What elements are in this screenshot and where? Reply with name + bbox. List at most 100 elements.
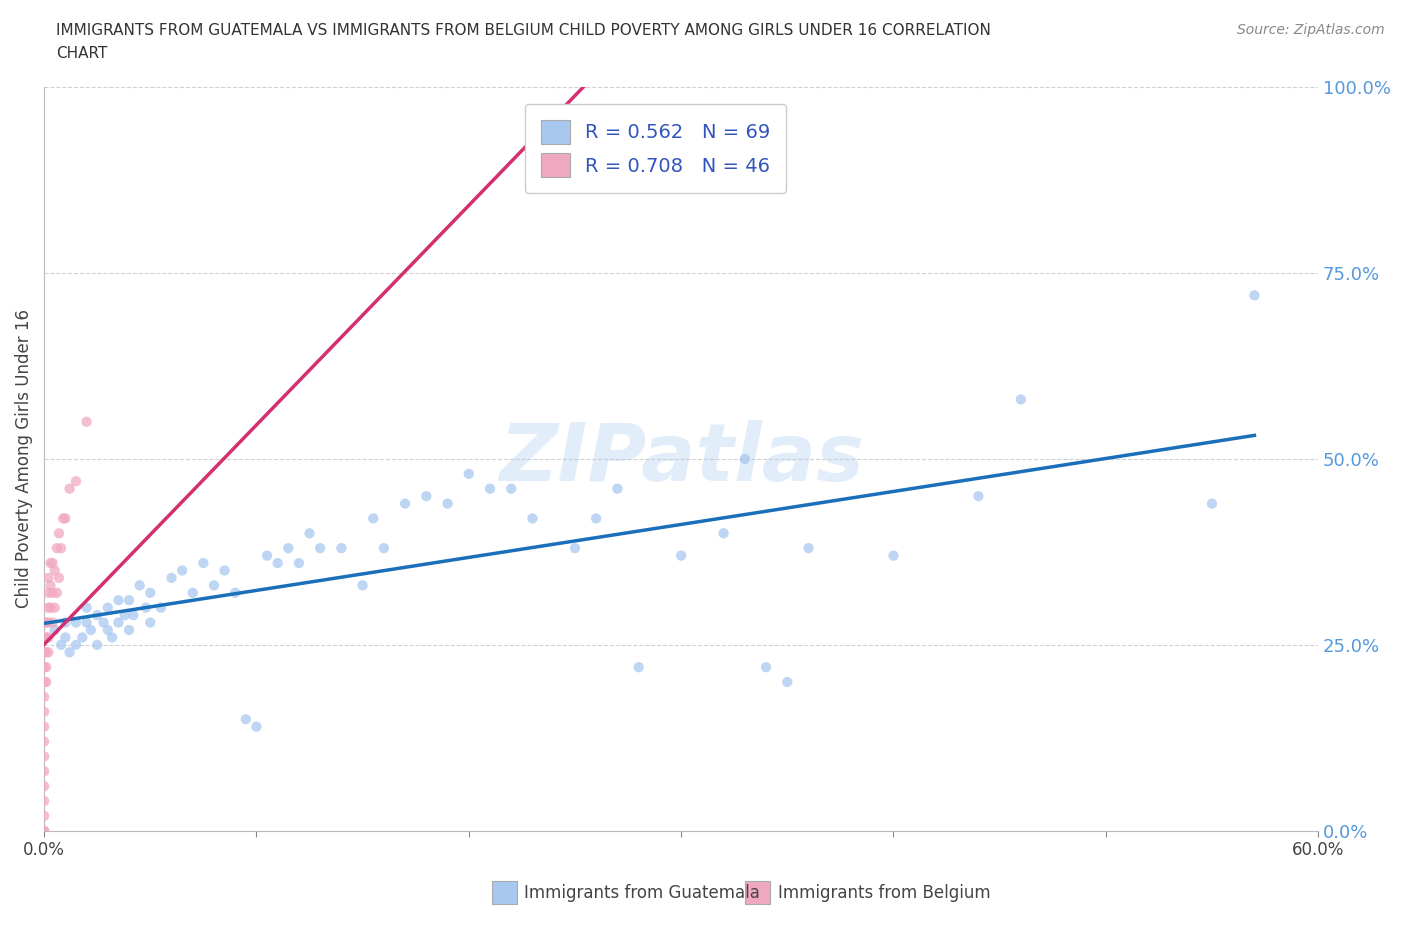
Point <box>97 622 120 637</box>
Point <box>627 659 650 674</box>
Point <box>86 637 108 652</box>
Point <box>53 615 76 630</box>
Point <box>35 659 58 674</box>
Legend: R = 0.562   N = 69, R = 0.708   N = 46: R = 0.562 N = 69, R = 0.708 N = 46 <box>524 104 786 193</box>
Point <box>1010 392 1032 407</box>
Point <box>118 622 141 637</box>
Point <box>1243 288 1265 303</box>
Point <box>44 563 66 578</box>
Point <box>37 585 59 600</box>
Point <box>37 570 59 585</box>
Point <box>585 511 607 525</box>
Text: IMMIGRANTS FROM GUATEMALA VS IMMIGRANTS FROM BELGIUM CHILD POVERTY AMONG GIRLS U: IMMIGRANTS FROM GUATEMALA VS IMMIGRANTS … <box>56 23 991 38</box>
Text: Immigrants from Guatemala: Immigrants from Guatemala <box>524 884 761 902</box>
Point <box>235 711 257 726</box>
Point <box>97 600 120 615</box>
Point <box>361 511 384 525</box>
Point <box>32 793 55 808</box>
Point <box>32 630 55 644</box>
Point <box>35 615 58 630</box>
Point <box>32 689 55 704</box>
Point <box>298 525 321 540</box>
Point <box>501 481 523 496</box>
Point <box>118 592 141 607</box>
Point <box>45 585 67 600</box>
Point <box>755 659 778 674</box>
Point <box>58 481 80 496</box>
Point <box>72 630 94 644</box>
Point <box>32 659 55 674</box>
Point <box>139 585 162 600</box>
Point <box>107 592 129 607</box>
Point <box>35 644 58 659</box>
Point <box>32 704 55 719</box>
Point <box>65 615 87 630</box>
Point <box>967 488 990 503</box>
Point <box>288 555 311 570</box>
Point <box>585 117 607 132</box>
Point <box>256 548 278 563</box>
Point <box>49 637 72 652</box>
Point <box>564 540 586 555</box>
Point <box>479 481 502 496</box>
Point <box>114 607 136 622</box>
Point <box>330 540 353 555</box>
Point <box>58 644 80 659</box>
Point <box>80 622 103 637</box>
Point <box>45 540 67 555</box>
Point <box>39 600 62 615</box>
Point <box>53 511 76 525</box>
Point <box>32 674 55 689</box>
Point <box>882 548 904 563</box>
Point <box>76 600 98 615</box>
Point <box>44 600 66 615</box>
Point <box>49 540 72 555</box>
Point <box>309 540 332 555</box>
Point <box>32 823 55 838</box>
Point <box>93 615 115 630</box>
Point <box>202 578 225 592</box>
Point <box>172 563 194 578</box>
Point <box>139 615 162 630</box>
Point <box>266 555 288 570</box>
Point <box>39 555 62 570</box>
Point <box>35 674 58 689</box>
Point <box>32 764 55 778</box>
Y-axis label: Child Poverty Among Girls Under 16: Child Poverty Among Girls Under 16 <box>15 310 32 608</box>
Point <box>277 540 299 555</box>
Point <box>37 644 59 659</box>
Point <box>32 615 55 630</box>
Text: ZIPatlas: ZIPatlas <box>499 420 863 498</box>
Point <box>394 496 416 511</box>
Point <box>135 600 157 615</box>
Point <box>160 570 183 585</box>
Point <box>53 630 76 644</box>
Point <box>76 615 98 630</box>
Point <box>52 511 75 525</box>
Text: Immigrants from Belgium: Immigrants from Belgium <box>778 884 990 902</box>
Point <box>48 570 70 585</box>
Point <box>181 585 204 600</box>
Point <box>522 511 544 525</box>
Point <box>128 578 150 592</box>
Point <box>65 637 87 652</box>
Point <box>245 719 267 734</box>
Point <box>32 734 55 749</box>
Point <box>76 415 98 430</box>
Point <box>41 555 63 570</box>
Point <box>713 525 735 540</box>
Point <box>32 808 55 823</box>
Point <box>122 607 145 622</box>
Text: Source: ZipAtlas.com: Source: ZipAtlas.com <box>1237 23 1385 37</box>
Point <box>48 525 70 540</box>
Point <box>35 630 58 644</box>
Point <box>149 600 172 615</box>
Point <box>65 473 87 488</box>
Point <box>37 630 59 644</box>
Point <box>797 540 820 555</box>
Point <box>32 749 55 764</box>
Point <box>606 481 628 496</box>
Point <box>37 615 59 630</box>
Point <box>373 540 395 555</box>
Point <box>41 585 63 600</box>
